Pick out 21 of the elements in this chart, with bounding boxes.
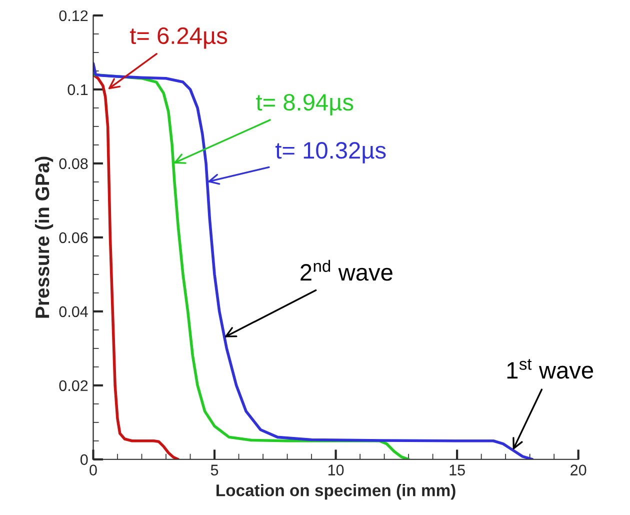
x-tick-label: 5 <box>210 464 218 476</box>
y-tick-label: 0 <box>80 454 88 466</box>
annotation: 2$^{nd}$ wave <box>300 260 392 281</box>
y-tick-label: 0.04 <box>59 306 88 318</box>
annotation: t= 8.94µs <box>256 94 354 116</box>
x-tick-label: 10 <box>328 464 344 476</box>
y-tick-label: 0.02 <box>59 380 88 392</box>
annotation: t= 10.32µs <box>276 142 386 164</box>
y-axis-title: Pressure (in GPa) <box>34 156 54 318</box>
x-tick-label: 20 <box>570 464 586 476</box>
y-tick-label: 0.06 <box>59 232 88 244</box>
y-tick-label: 0.1 <box>68 84 88 96</box>
y-tick-label: 0.12 <box>59 10 88 22</box>
x-tick-label: 15 <box>450 464 465 476</box>
x-tick-label: 0 <box>90 464 97 476</box>
x-axis-title: Location on specimen (in mm) <box>216 484 456 500</box>
line-series <box>93 73 180 460</box>
annotation: 1$^{st}$ wave <box>507 359 594 379</box>
annotation: t= 6.24µs <box>130 27 228 49</box>
y-tick-label: 0.08 <box>59 158 88 170</box>
line-series <box>93 62 534 460</box>
